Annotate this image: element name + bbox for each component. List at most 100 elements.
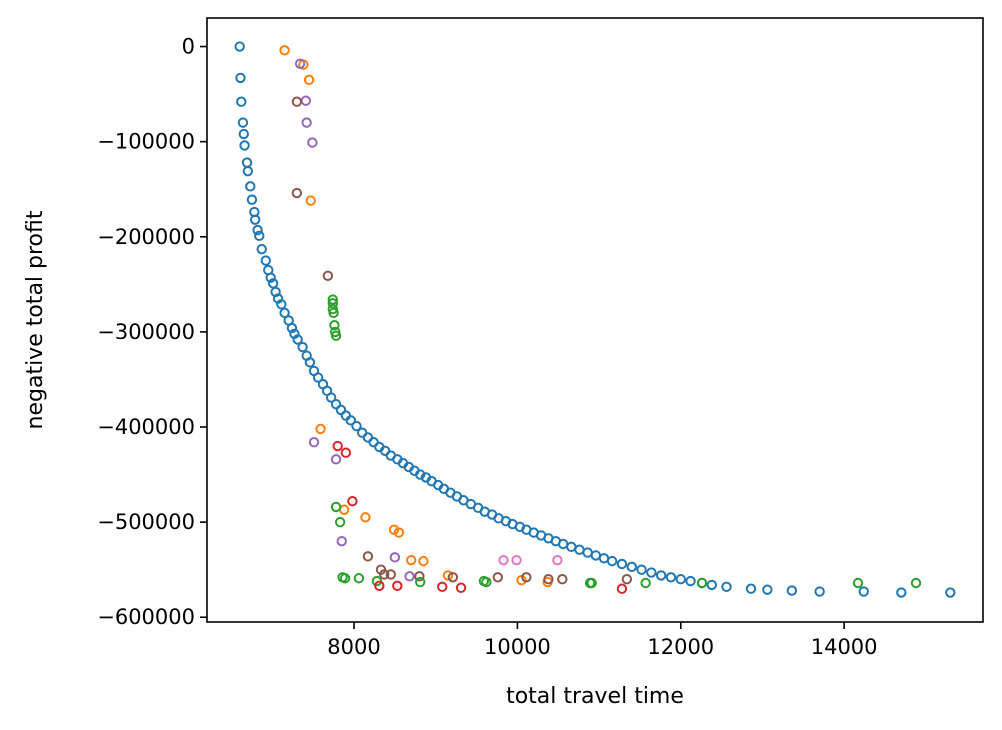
data-point — [239, 140, 250, 151]
data-point — [360, 512, 371, 523]
y-axis-label: negative total profit — [23, 210, 48, 429]
data-point — [301, 117, 312, 128]
data-point — [332, 440, 343, 452]
data-point — [254, 230, 265, 242]
x-axis-label: total travel time — [506, 684, 684, 709]
data-point — [786, 585, 798, 596]
data-point — [665, 572, 677, 583]
x-tick-label: 10000 — [484, 635, 551, 659]
data-point — [414, 576, 426, 588]
data-point — [308, 437, 320, 448]
data-point — [616, 583, 628, 594]
data-point — [621, 573, 633, 585]
data-point — [385, 569, 396, 580]
data-point — [235, 72, 246, 84]
data-point — [582, 547, 593, 558]
data-point — [492, 572, 503, 583]
data-point — [455, 582, 467, 593]
data-point — [291, 187, 303, 199]
data-point — [481, 576, 492, 588]
data-point — [945, 587, 956, 598]
data-point — [655, 570, 667, 581]
data-point — [814, 586, 825, 597]
data-point — [236, 96, 247, 107]
data-point — [406, 554, 417, 566]
data-point — [675, 573, 686, 585]
data-point — [345, 415, 356, 426]
data-point — [246, 194, 258, 205]
series-0 — [234, 41, 956, 598]
data-point — [292, 334, 303, 345]
data-point — [557, 538, 569, 550]
data-point — [327, 294, 338, 305]
series-1 — [279, 45, 553, 588]
data-point — [392, 580, 403, 592]
data-point — [325, 392, 337, 403]
data-point — [374, 580, 385, 592]
data-point — [305, 195, 316, 206]
data-point — [336, 535, 347, 547]
data-point — [329, 320, 340, 331]
series-6 — [498, 554, 563, 566]
data-point — [265, 272, 276, 283]
data-point — [252, 224, 263, 236]
y-tick-label: −100000 — [97, 130, 195, 154]
data-point — [404, 571, 415, 582]
data-point — [339, 573, 351, 584]
data-point — [590, 550, 602, 561]
data-point — [334, 516, 346, 528]
x-tick-label: 8000 — [327, 635, 380, 659]
y-tick-label: −500000 — [97, 510, 195, 534]
data-point — [762, 584, 773, 595]
data-point — [328, 307, 339, 319]
y-axis-ticks: 0 −100000 −200000 −300000 −400000 −500000 −600… — [97, 35, 207, 629]
data-point — [852, 577, 864, 589]
data-point — [586, 577, 597, 589]
data-point — [340, 447, 352, 458]
data-point — [294, 58, 306, 69]
data-point — [636, 564, 647, 575]
x-tick-label: 12000 — [647, 635, 714, 659]
data-point — [245, 181, 256, 192]
data-point — [303, 74, 315, 86]
data-point — [910, 577, 922, 589]
data-point — [315, 423, 326, 435]
data-point — [238, 128, 249, 140]
data-point — [498, 554, 509, 566]
data-point — [237, 117, 249, 128]
data-point — [616, 558, 628, 570]
data-point — [389, 552, 401, 563]
data-point — [362, 551, 374, 562]
data-point — [640, 577, 651, 589]
data-point — [351, 420, 362, 432]
y-tick-label: −400000 — [97, 415, 195, 439]
data-point — [347, 496, 358, 507]
data-point — [511, 554, 522, 566]
data-point — [241, 157, 253, 168]
data-point — [307, 137, 318, 148]
data-point — [312, 372, 324, 383]
data-point — [437, 581, 448, 593]
series-3 — [291, 96, 633, 585]
data-point — [260, 255, 272, 266]
data-point — [279, 45, 290, 56]
data-point — [279, 307, 290, 319]
data-point — [379, 569, 390, 580]
data-point — [745, 583, 757, 594]
data-point — [327, 298, 338, 309]
series-2 — [294, 58, 415, 582]
data-point — [249, 214, 261, 225]
data-point — [300, 95, 312, 106]
data-point — [393, 527, 405, 538]
data-point — [566, 541, 577, 553]
y-tick-label: −300000 — [97, 320, 195, 344]
data-point — [414, 469, 426, 480]
data-point — [646, 567, 657, 578]
y-tick-label: −600000 — [97, 605, 195, 629]
data-point — [353, 573, 365, 584]
data-point — [706, 579, 718, 591]
data-point — [685, 575, 696, 587]
x-tick-label: 14000 — [811, 635, 878, 659]
data-point — [896, 587, 907, 598]
y-tick-label: 0 — [182, 35, 195, 59]
